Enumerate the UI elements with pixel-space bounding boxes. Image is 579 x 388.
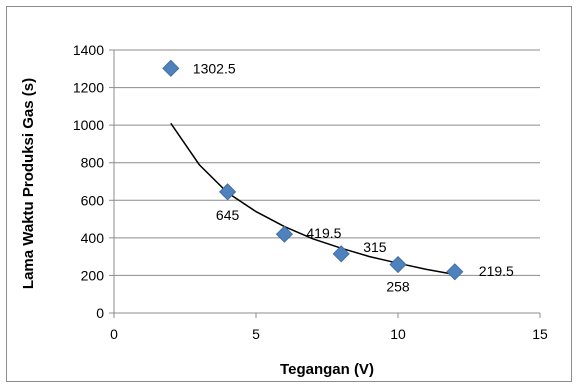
- data-points: [162, 59, 464, 281]
- y-tick-label: 0: [96, 305, 104, 321]
- data-label: 219.5: [479, 263, 514, 279]
- y-tick-label: 600: [81, 192, 105, 208]
- y-tick-label: 1200: [73, 80, 104, 96]
- y-tick-label: 400: [81, 230, 105, 246]
- data-label: 1302.5: [193, 60, 236, 76]
- x-tick-label: 15: [532, 326, 548, 342]
- grid-lines: [114, 49, 540, 276]
- x-tick-label: 5: [252, 326, 260, 342]
- y-tick-label: 1000: [73, 117, 104, 133]
- data-label: 419.5: [306, 225, 341, 241]
- data-point: [332, 245, 350, 263]
- y-tick-label: 800: [81, 155, 105, 171]
- data-labels: 1302.5 645 419.5 315 258 219.5: [193, 60, 514, 294]
- data-label: 258: [386, 279, 410, 295]
- data-point: [446, 263, 464, 281]
- trendline-group: [170, 122, 455, 276]
- y-tick-label: 200: [81, 267, 105, 283]
- data-label: 645: [216, 207, 240, 223]
- data-point: [275, 225, 293, 243]
- tick-labels: 0 200 400 600 800 1000 1200 1400 0 5 10 15: [73, 42, 548, 342]
- data-point: [389, 255, 407, 274]
- x-tick-label: 10: [390, 326, 406, 342]
- x-axis-title: Tegangan (V): [280, 361, 374, 378]
- data-point: [219, 183, 237, 201]
- y-tick-label: 1400: [73, 42, 104, 58]
- y-axis-title: Lama Waktu Produksi Gas (s): [20, 78, 37, 289]
- trendline: [170, 122, 455, 276]
- axes: [109, 49, 541, 318]
- chart-border: [6, 6, 572, 382]
- x-tick-label: 0: [110, 326, 118, 342]
- data-label: 315: [363, 239, 387, 255]
- data-point: [162, 59, 180, 77]
